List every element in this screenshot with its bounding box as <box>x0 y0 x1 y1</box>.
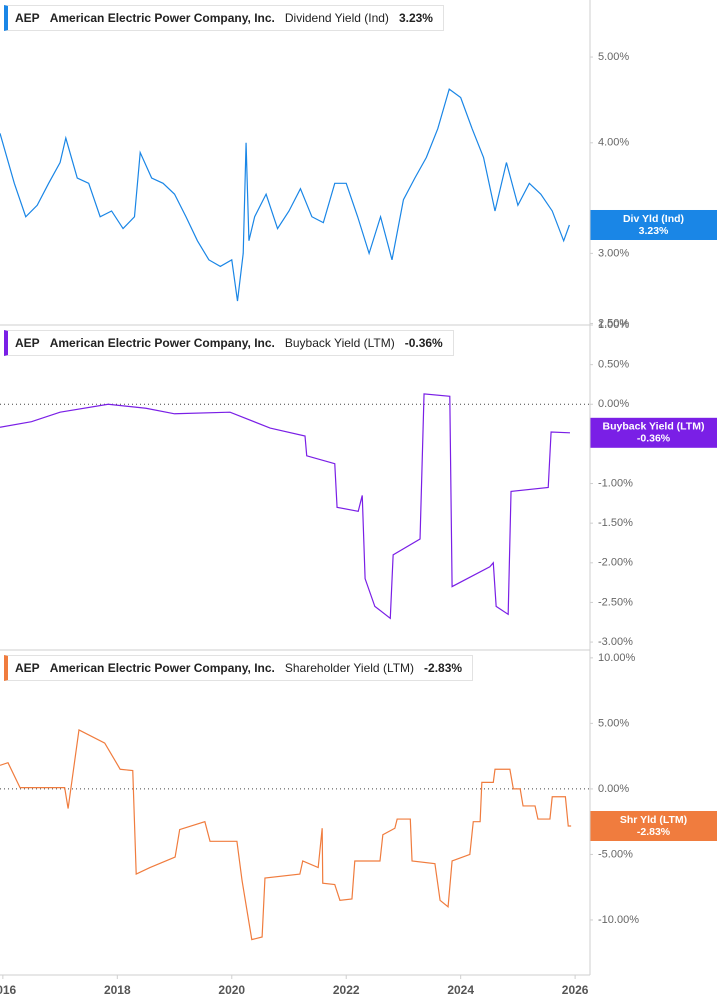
series-line <box>0 88 570 302</box>
value-tag-name: Shr Yld (LTM) <box>620 814 687 826</box>
x-tick-label: 2018 <box>104 983 131 997</box>
y-tick-label: -3.00% <box>598 636 633 648</box>
y-tick-label: -1.50% <box>598 517 633 529</box>
legend-ticker: AEP <box>15 11 40 25</box>
legend-value: -0.36% <box>404 336 443 350</box>
y-tick-label: 3.00% <box>598 247 629 259</box>
value-tag <box>590 209 717 240</box>
y-tick-label: 2.50% <box>598 317 629 329</box>
y-tick-label: 4.00% <box>598 137 629 149</box>
series-line <box>0 729 572 941</box>
x-tick-label: 2026 <box>562 983 589 997</box>
y-tick-label: 0.00% <box>598 783 629 795</box>
x-tick-label: 2020 <box>218 983 245 997</box>
y-tick-label: -10.00% <box>598 914 639 926</box>
legend-ticker: AEP <box>15 661 40 675</box>
x-tick-label: 2024 <box>447 983 474 997</box>
legend-series: Shareholder Yield (LTM) <box>284 661 415 675</box>
legend-value: 3.23% <box>398 11 433 25</box>
legend-value: -2.83% <box>424 661 463 675</box>
series-line <box>0 393 570 620</box>
value-tag-name: Buyback Yield (LTM) <box>603 421 705 433</box>
y-tick-label: 5.00% <box>598 51 629 63</box>
value-tag <box>590 417 717 448</box>
y-tick-label: -5.00% <box>598 848 633 860</box>
legend-company: American Electric Power Company, Inc. <box>49 336 275 350</box>
legend-company: American Electric Power Company, Inc. <box>49 661 275 675</box>
legend: AEP American Electric Power Company, Inc.… <box>4 330 454 356</box>
legend-series: Dividend Yield (Ind) <box>284 11 389 25</box>
value-tag-value: 3.23% <box>639 225 669 237</box>
x-tick-label: 2016 <box>0 983 17 997</box>
legend-company: American Electric Power Company, Inc. <box>49 11 275 25</box>
value-tag <box>590 810 717 841</box>
y-tick-label: -2.00% <box>598 557 633 569</box>
value-tag-value: -0.36% <box>637 433 671 445</box>
y-tick-label: 5.00% <box>598 717 629 729</box>
y-tick-label: 0.50% <box>598 359 629 371</box>
x-tick-label: 2022 <box>333 983 360 997</box>
legend: AEP American Electric Power Company, Inc.… <box>4 655 474 681</box>
y-tick-label: 1.00% <box>598 319 629 331</box>
legend-series: Buyback Yield (LTM) <box>284 336 395 350</box>
legend: AEP American Electric Power Company, Inc.… <box>4 5 444 31</box>
y-tick-label: -2.50% <box>598 596 633 608</box>
y-tick-label: 10.00% <box>598 652 636 664</box>
value-tag-name: Div Yld (Ind) <box>623 213 684 225</box>
y-tick-label: 0.00% <box>598 398 629 410</box>
legend-ticker: AEP <box>15 336 40 350</box>
y-tick-label: -1.00% <box>598 477 633 489</box>
value-tag-value: -2.83% <box>637 826 671 838</box>
